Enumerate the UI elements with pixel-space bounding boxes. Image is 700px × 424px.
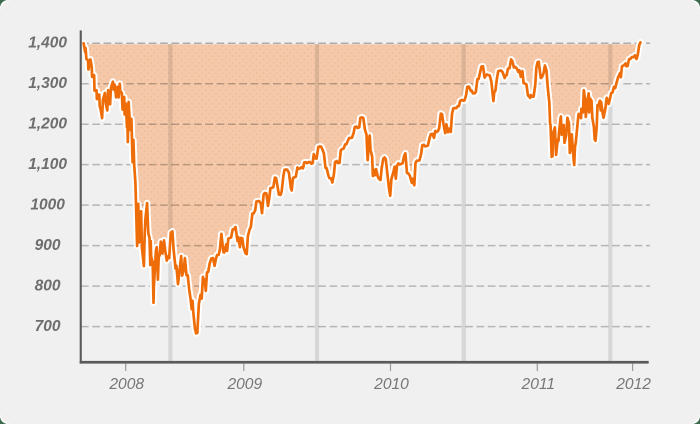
svg-text:1,400: 1,400: [28, 35, 67, 52]
svg-text:1,300: 1,300: [28, 75, 67, 92]
svg-text:900: 900: [35, 237, 61, 254]
svg-text:700: 700: [35, 318, 61, 335]
svg-text:2010: 2010: [373, 376, 409, 393]
svg-text:2008: 2008: [108, 376, 144, 393]
svg-text:2009: 2009: [226, 376, 262, 393]
svg-text:2012: 2012: [615, 376, 651, 393]
svg-text:1,200: 1,200: [28, 116, 67, 133]
svg-text:1,100: 1,100: [28, 156, 67, 173]
svg-text:2011: 2011: [521, 376, 556, 393]
svg-text:1000: 1000: [30, 197, 65, 214]
svg-text:800: 800: [35, 278, 61, 295]
